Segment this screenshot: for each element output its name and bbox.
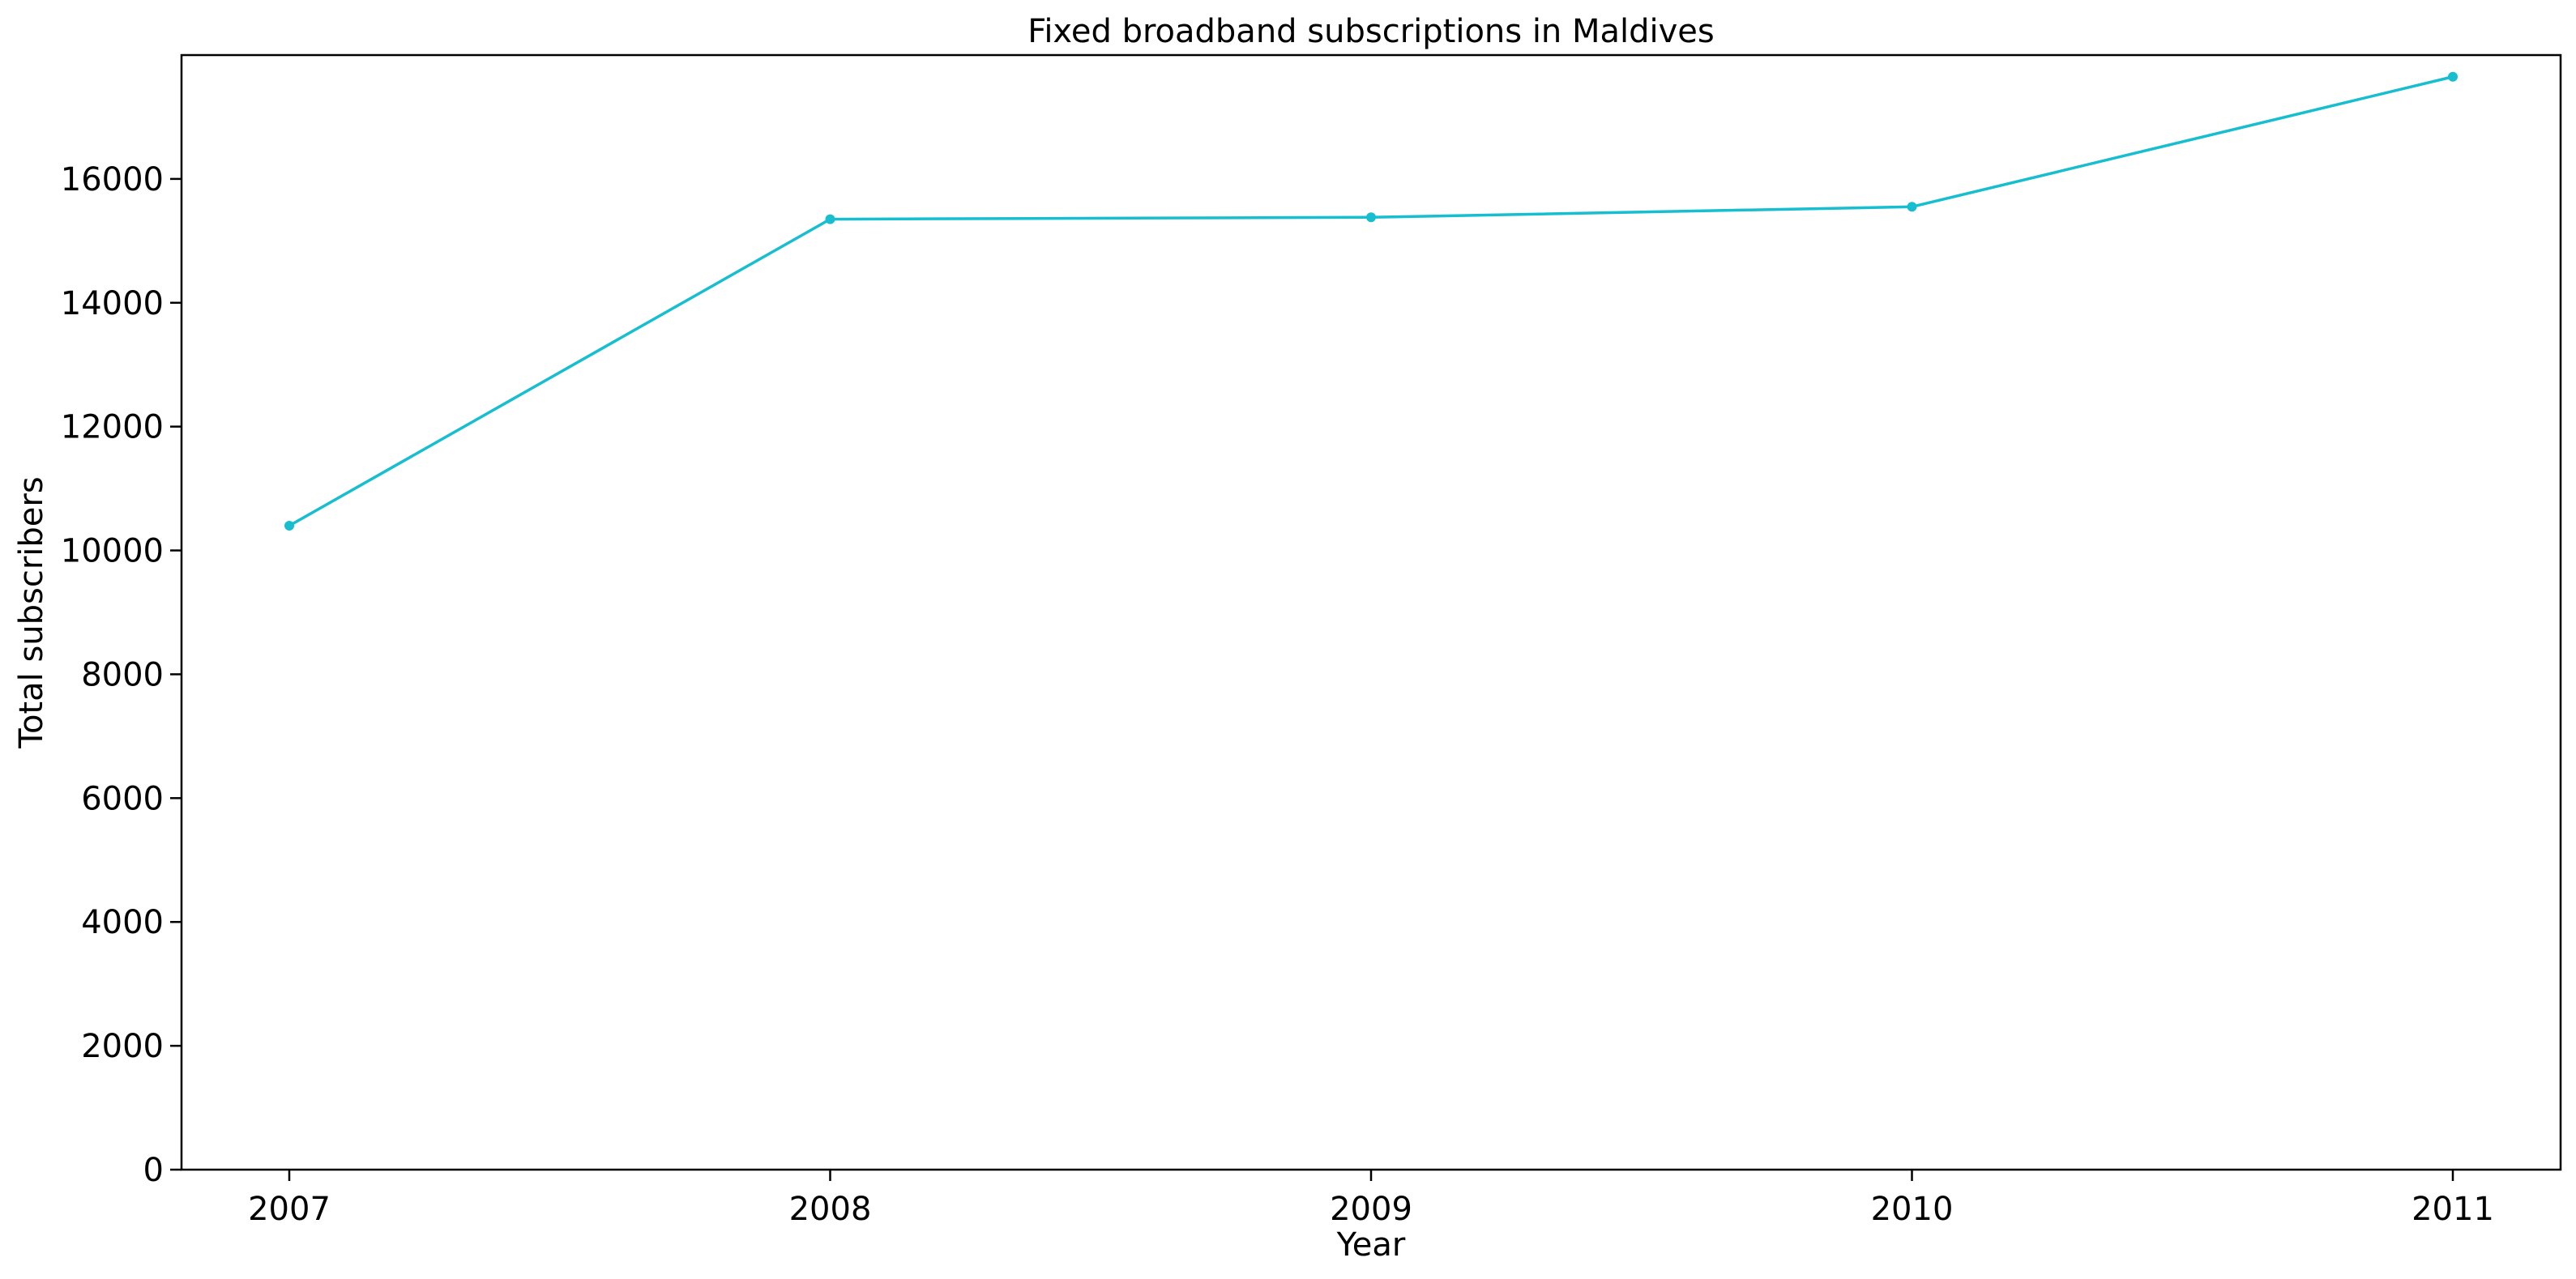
x-tick-label: 2010 <box>1871 1191 1954 1228</box>
x-axis-label: Year <box>1336 1226 1406 1264</box>
data-point <box>284 520 294 531</box>
y-tick-label: 0 <box>143 1152 164 1189</box>
y-tick-label: 10000 <box>61 533 164 570</box>
data-point <box>1907 202 1917 212</box>
x-tick-label: 2008 <box>789 1191 872 1228</box>
plot-frame <box>180 53 2562 1171</box>
series-line <box>288 75 2454 527</box>
y-tick-label: 14000 <box>61 285 164 322</box>
y-tick-label: 2000 <box>81 1028 164 1065</box>
x-tick-label: 2011 <box>2412 1191 2494 1228</box>
data-point <box>825 214 835 224</box>
y-axis-label: Total subscribers <box>13 476 50 748</box>
x-tick-label: 2007 <box>248 1191 331 1228</box>
y-tick-label: 4000 <box>81 904 164 941</box>
series-layer <box>284 71 2458 531</box>
y-tick-label: 12000 <box>61 409 164 446</box>
data-point <box>1366 212 1376 223</box>
x-axis-ticks: 2007 2008 2009 2010 2011 <box>248 1170 2494 1228</box>
y-tick-label: 6000 <box>81 780 164 817</box>
x-tick-label: 2009 <box>1330 1191 1412 1228</box>
data-point <box>2448 71 2458 82</box>
y-tick-label: 16000 <box>61 161 164 198</box>
plot-area: 0 2000 4000 6000 8000 10000 12000 14000 16000 20… <box>61 53 2562 1228</box>
y-tick-label: 8000 <box>81 656 164 693</box>
y-axis-ticks: 0 2000 4000 6000 8000 10000 12000 14000 16000 <box>61 161 182 1189</box>
chart-title: Fixed broadband subscriptions in Maldive… <box>1027 13 1715 50</box>
